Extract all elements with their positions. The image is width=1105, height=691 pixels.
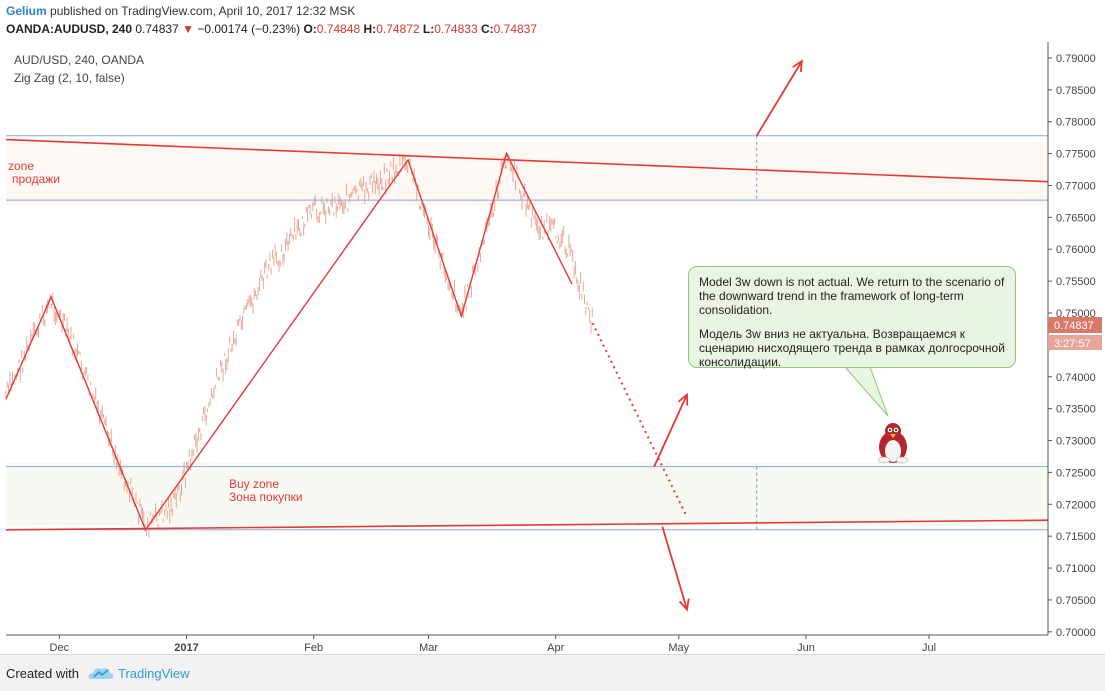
y-tick-label: 0.79000 <box>1056 53 1096 65</box>
publish-info: Gelium published on TradingView.com, Apr… <box>6 4 355 18</box>
tradingview-link[interactable]: TradingView <box>118 666 190 681</box>
forecast-arrow-head <box>677 392 689 406</box>
close-label: C: <box>480 22 494 36</box>
close-value: 0.74837 <box>493 22 538 36</box>
zigzag-line <box>5 151 573 532</box>
x-tick-label: Dec <box>50 642 70 654</box>
symbol-label: OANDA:AUDUSD, 240 <box>6 22 133 36</box>
y-tick-label: 0.77500 <box>1056 149 1096 161</box>
callout-text-en: Model 3w down is not actual. We return t… <box>699 275 1005 317</box>
y-tick-label: 0.72500 <box>1056 467 1096 479</box>
penguin-icon <box>877 423 909 464</box>
buy-zone-band <box>6 463 1048 526</box>
x-tick-label: Apr <box>547 642 564 654</box>
y-tick-label: 0.71000 <box>1056 563 1096 575</box>
forecast-arrow-shaft <box>653 394 688 468</box>
price-axis[interactable]: 0.79000 0.78500 0.78000 0.77500 0.77000 0.765… <box>1048 53 1096 639</box>
x-tick-label: 2017 <box>174 642 198 654</box>
forecast-arrow-head <box>792 59 803 73</box>
x-tick-label: May <box>668 642 689 654</box>
x-tick-label: Jun <box>797 642 815 654</box>
y-tick-label: 0.78500 <box>1056 85 1096 97</box>
footer: Created with TradingView <box>0 654 1105 691</box>
y-tick-label: 0.70500 <box>1056 595 1096 607</box>
countdown-tag-text: 3:27:57 <box>1054 338 1091 350</box>
y-tick-label: 0.74000 <box>1056 372 1096 384</box>
last-price-tag-text: 0.74837 <box>1054 320 1094 332</box>
forecast-arrow-head <box>678 598 690 612</box>
open-value: 0.74848 <box>316 22 361 36</box>
callout-text-ru: Модель 3w вниз не актуальна. Возвращаемс… <box>699 327 1005 369</box>
trend-lines-layer <box>5 138 1049 531</box>
author-link[interactable]: Gelium <box>6 4 47 18</box>
low-value: 0.74833 <box>434 22 478 36</box>
x-tick-label: Mar <box>419 642 438 654</box>
zone-lines-layer <box>6 135 1048 531</box>
x-tick-label: Feb <box>304 642 323 654</box>
y-tick-label: 0.73500 <box>1056 404 1096 416</box>
x-tick-label: Jul <box>922 642 936 654</box>
y-tick-label: 0.75500 <box>1056 276 1096 288</box>
down-arrow-icon: ▼ <box>182 22 194 36</box>
y-tick-label: 0.78000 <box>1056 117 1096 129</box>
forecast-arrow-shaft <box>661 526 688 610</box>
created-with-label: Created with <box>6 666 79 681</box>
forecast-layer <box>591 59 803 612</box>
countdown-tag <box>1048 335 1102 350</box>
buy-zone-label-en: Buy zone <box>229 477 279 491</box>
tradingview-logo-icon[interactable] <box>88 665 114 681</box>
y-tick-label: 0.77000 <box>1056 180 1096 192</box>
resistance-trend-line <box>5 138 1049 183</box>
ohlc-line: OANDA:AUDUSD, 240 0.74837 ▼ −0.00174 (−0… <box>6 22 537 36</box>
y-tick-label: 0.73000 <box>1056 436 1096 448</box>
low-label: L: <box>422 22 435 36</box>
forecast-arrow-shaft <box>755 60 803 137</box>
price-change: −0.00174 (−0.23%) <box>197 22 301 36</box>
y-tick-label: 0.71500 <box>1056 531 1096 543</box>
sell-zone-label-ru: продажи <box>12 172 60 186</box>
time-axis[interactable]: Dec 2017 Feb Mar Apr May Jun Jul <box>50 635 937 654</box>
high-label: H: <box>363 22 377 36</box>
buy-zone-label-ru: Зона покупки <box>229 490 303 504</box>
last-price-tag <box>1048 317 1102 333</box>
open-label: O: <box>303 22 317 36</box>
y-tick-label: 0.75000 <box>1056 308 1096 320</box>
legend-title: AUD/USD, 240, OANDA <box>14 53 144 67</box>
published-text: published on TradingView.com, April 10, … <box>50 4 356 18</box>
legend-indicator: Zig Zag (2, 10, false) <box>14 71 125 85</box>
y-tick-label: 0.70000 <box>1056 627 1096 639</box>
sell-zone-label-en: zone <box>8 159 34 173</box>
high-value: 0.74872 <box>376 22 420 36</box>
y-tick-label: 0.72000 <box>1056 499 1096 511</box>
chart-header: Gelium published on TradingView.com, Apr… <box>0 0 1105 42</box>
zigzag-layer <box>5 151 573 532</box>
last-price: 0.74837 <box>135 22 179 36</box>
support-trend-line <box>5 519 1049 531</box>
analysis-callout: Model 3w down is not actual. We return t… <box>688 266 1016 369</box>
y-tick-label: 0.76000 <box>1056 244 1096 256</box>
y-tick-label: 0.76500 <box>1056 212 1096 224</box>
